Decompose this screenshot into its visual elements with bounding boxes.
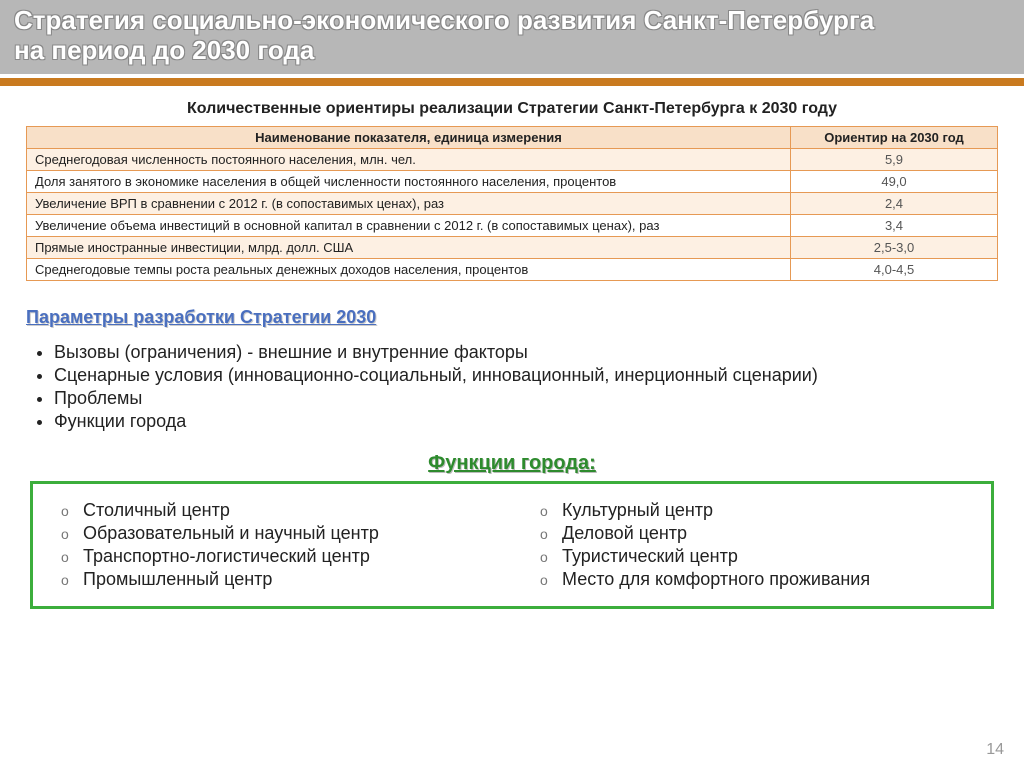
params-title: Параметры разработки Стратегии 2030 [26, 307, 998, 328]
table-title: Количественные ориентиры реализации Стра… [26, 100, 998, 118]
cell-name: Среднегодовые темпы роста реальных денеж… [27, 258, 791, 280]
list-item: Промышленный центр [83, 569, 492, 590]
list-item: Место для комфортного проживания [562, 569, 971, 590]
col-header-value: Ориентир на 2030 год [791, 126, 998, 148]
list-item: Деловой центр [562, 523, 971, 544]
table-row: Доля занятого в экономике населения в об… [27, 170, 998, 192]
functions-title: Функции города: [26, 452, 998, 475]
functions-col-right: Культурный центр Деловой центр Туристиче… [532, 498, 971, 592]
list-item: Проблемы [54, 388, 998, 409]
list-item: Столичный центр [83, 500, 492, 521]
title-line-1: Стратегия социально-экономического разви… [14, 5, 874, 35]
cell-value: 4,0-4,5 [791, 258, 998, 280]
list-item: Функции города [54, 411, 998, 432]
cell-name: Доля занятого в экономике населения в об… [27, 170, 791, 192]
indicators-table: Наименование показателя, единица измерен… [26, 126, 998, 281]
functions-col-left: Столичный центр Образовательный и научны… [53, 498, 492, 592]
list-item: Вызовы (ограничения) - внешние и внутрен… [54, 342, 998, 363]
cell-value: 5,9 [791, 148, 998, 170]
cell-value: 49,0 [791, 170, 998, 192]
cell-name: Увеличение ВРП в сравнении с 2012 г. (в … [27, 192, 791, 214]
cell-name: Среднегодовая численность постоянного на… [27, 148, 791, 170]
title-line-2: на период до 2030 года [14, 35, 314, 65]
list-item: Транспортно-логистический центр [83, 546, 492, 567]
cell-value: 2,4 [791, 192, 998, 214]
cell-name: Увеличение объема инвестиций в основной … [27, 214, 791, 236]
page-title: Стратегия социально-экономического разви… [14, 6, 1010, 66]
list-item: Образовательный и научный центр [83, 523, 492, 544]
list-item: Культурный центр [562, 500, 971, 521]
list-item: Туристический центр [562, 546, 971, 567]
table-row: Среднегодовые темпы роста реальных денеж… [27, 258, 998, 280]
table-row: Среднегодовая численность постоянного на… [27, 148, 998, 170]
cell-value: 2,5-3,0 [791, 236, 998, 258]
table-row: Увеличение объема инвестиций в основной … [27, 214, 998, 236]
params-list: Вызовы (ограничения) - внешние и внутрен… [36, 342, 998, 432]
cell-name: Прямые иностранные инвестиции, млрд. дол… [27, 236, 791, 258]
table-row: Прямые иностранные инвестиции, млрд. дол… [27, 236, 998, 258]
functions-box: Столичный центр Образовательный и научны… [30, 481, 994, 609]
cell-value: 3,4 [791, 214, 998, 236]
list-item: Сценарные условия (инновационно-социальн… [54, 365, 998, 386]
page-number: 14 [986, 741, 1004, 759]
header-bar: Стратегия социально-экономического разви… [0, 0, 1024, 74]
content-area: Количественные ориентиры реализации Стра… [0, 86, 1024, 609]
accent-line [0, 78, 1024, 86]
col-header-name: Наименование показателя, единица измерен… [27, 126, 791, 148]
table-row: Увеличение ВРП в сравнении с 2012 г. (в … [27, 192, 998, 214]
